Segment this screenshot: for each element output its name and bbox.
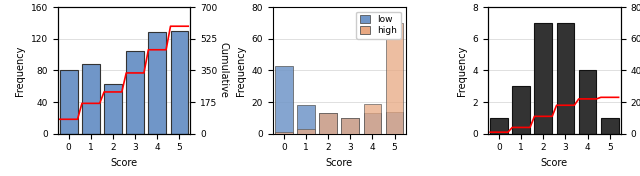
Bar bbox=[601, 118, 619, 134]
Bar bbox=[386, 112, 403, 134]
Bar bbox=[386, 23, 403, 134]
Bar bbox=[60, 70, 77, 134]
Bar bbox=[341, 118, 359, 134]
X-axis label: Score: Score bbox=[541, 158, 568, 168]
Bar bbox=[319, 113, 337, 134]
Bar bbox=[126, 51, 144, 134]
Bar bbox=[341, 118, 359, 134]
Bar bbox=[170, 31, 188, 134]
Y-axis label: Frequency: Frequency bbox=[15, 45, 25, 96]
Y-axis label: Frequency: Frequency bbox=[457, 45, 467, 96]
Bar bbox=[104, 84, 122, 134]
Bar bbox=[319, 113, 337, 134]
Y-axis label: Frequency: Frequency bbox=[236, 45, 246, 96]
Bar bbox=[579, 70, 596, 134]
Bar bbox=[364, 104, 381, 134]
Bar bbox=[82, 64, 100, 134]
Bar bbox=[275, 132, 292, 134]
Bar bbox=[297, 105, 315, 134]
Bar bbox=[534, 23, 552, 134]
Bar bbox=[364, 113, 381, 134]
Legend: low, high: low, high bbox=[356, 12, 401, 39]
Bar bbox=[148, 32, 166, 134]
Bar bbox=[490, 118, 508, 134]
X-axis label: Score: Score bbox=[326, 158, 353, 168]
Bar bbox=[557, 23, 574, 134]
X-axis label: Score: Score bbox=[111, 158, 138, 168]
Bar bbox=[513, 86, 530, 134]
Bar bbox=[275, 66, 292, 134]
Bar bbox=[297, 129, 315, 134]
Y-axis label: Cumulative: Cumulative bbox=[218, 42, 228, 98]
